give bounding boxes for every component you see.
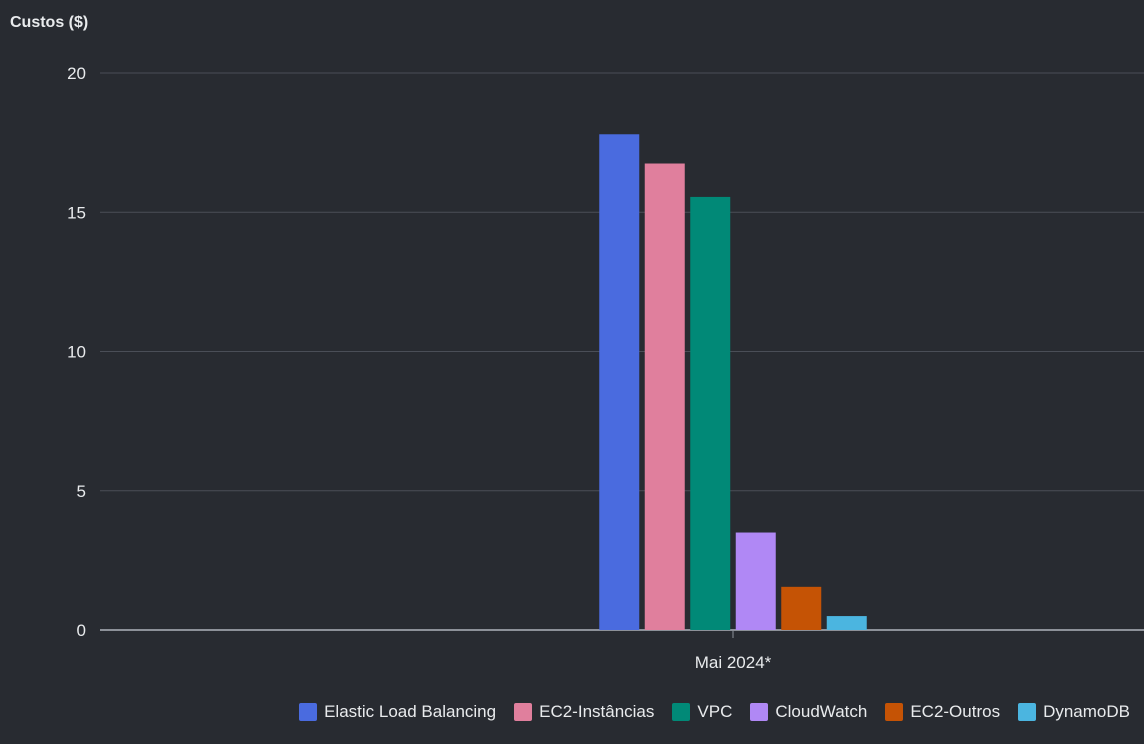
- legend-swatch: [885, 703, 904, 721]
- bar-ec2-outros[interactable]: [781, 586, 822, 630]
- x-tick-label: Mai 2024*: [695, 653, 772, 672]
- legend-item-ec2-outros[interactable]: EC2-Outros: [885, 702, 1000, 722]
- bar-chart: 0 5 10 15 20 Mai 2024*: [67, 64, 1144, 672]
- legend-item-elastic-load-balancing[interactable]: Elastic Load Balancing: [299, 702, 496, 722]
- legend-swatch: [1018, 703, 1037, 721]
- legend-swatch: [750, 703, 769, 721]
- y-tick-label: 15: [67, 203, 86, 222]
- legend-label: CloudWatch: [775, 702, 868, 721]
- legend-swatch: [299, 703, 318, 721]
- legend-label: DynamoDB: [1043, 702, 1130, 721]
- legend-label: EC2-Instâncias: [539, 702, 655, 721]
- bar-cloudwatch[interactable]: [735, 532, 776, 630]
- legend-label: EC2-Outros: [910, 702, 1001, 721]
- legend-item-dynamodb[interactable]: DynamoDB: [1018, 702, 1130, 722]
- bar-ec2-inst-ncias[interactable]: [644, 163, 685, 630]
- y-tick-label: 5: [77, 482, 86, 501]
- legend-item-cloudwatch[interactable]: CloudWatch: [750, 702, 867, 722]
- y-tick-label: 20: [67, 64, 86, 83]
- bar-vpc[interactable]: [690, 196, 731, 630]
- legend-label: Elastic Load Balancing: [324, 702, 497, 721]
- y-tick-label: 10: [67, 343, 86, 362]
- bar-elastic-load-balancing[interactable]: [599, 134, 640, 630]
- y-tick-label: 0: [77, 621, 86, 640]
- legend-swatch: [514, 703, 533, 721]
- legend-swatch: [672, 703, 691, 721]
- legend-item-ec2-inst-ncias[interactable]: EC2-Instâncias: [514, 702, 654, 722]
- bar-dynamodb[interactable]: [826, 616, 867, 630]
- y-axis-title: Custos ($): [10, 14, 89, 31]
- legend-item-vpc[interactable]: VPC: [672, 702, 732, 722]
- chart-legend: Elastic Load Balancing EC2-Instâncias VPC C…: [299, 702, 1130, 722]
- legend-label: VPC: [697, 702, 733, 721]
